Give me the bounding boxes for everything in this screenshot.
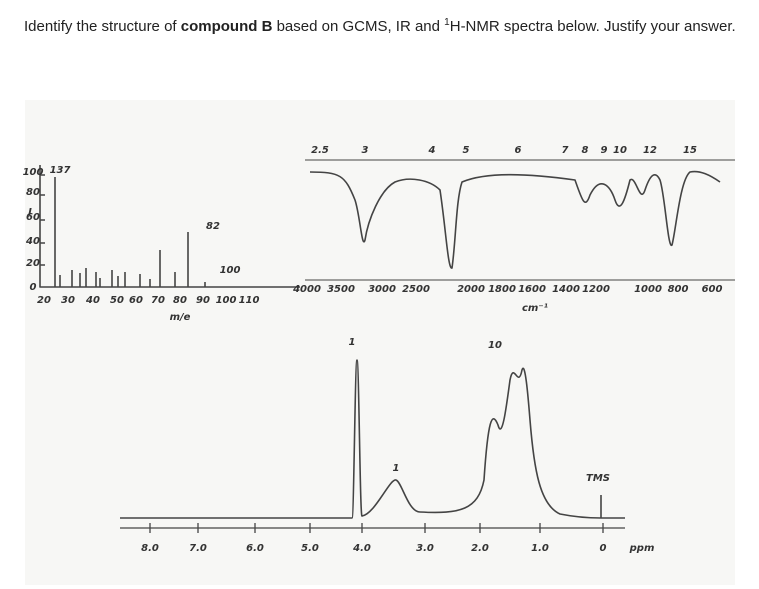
ppm-unit: ppm bbox=[629, 543, 655, 554]
ir-bottom-label: 1400 bbox=[552, 284, 580, 295]
question: Identify the structure of compound B bas… bbox=[24, 8, 744, 42]
ir-bottom-label: 1600 bbox=[518, 284, 546, 295]
ms-x-label: 40 bbox=[85, 295, 100, 306]
nmr-integration: 1 bbox=[393, 463, 400, 474]
ppm-label: 7.0 bbox=[189, 543, 207, 554]
question-bold: compound B bbox=[180, 18, 273, 35]
ms-x-label: 80 bbox=[173, 295, 187, 306]
ir-top-label: 4 bbox=[428, 145, 436, 156]
ms-x-label: 50 bbox=[110, 295, 124, 306]
ir-top-label: 6 bbox=[515, 145, 522, 156]
ppm-label: 3.0 bbox=[416, 543, 434, 554]
ir-bottom-label: 800 bbox=[668, 284, 689, 295]
ms-x-label: 30 bbox=[61, 295, 75, 306]
ir-top-label: 15 bbox=[683, 145, 697, 156]
nmr-integration: 1 bbox=[349, 337, 356, 348]
ppm-label: 0 bbox=[600, 543, 607, 554]
nmr-integration: 10 bbox=[488, 340, 502, 351]
ms-y-label: 20 bbox=[26, 258, 40, 269]
ir-trace bbox=[309, 170, 721, 269]
ppm-label: 8.0 bbox=[141, 543, 159, 554]
nmr-axis bbox=[120, 523, 625, 533]
ppm-label: 5.0 bbox=[301, 543, 319, 554]
ms-peak-label: 137 bbox=[50, 165, 71, 176]
ir-bottom-label: 2000 bbox=[457, 284, 485, 295]
ir-bottom-label: 1800 bbox=[488, 284, 516, 295]
ir-top-label: 2.5 bbox=[311, 145, 329, 156]
question-text: Identify the structure of bbox=[24, 18, 181, 35]
ms-y-label: 80 bbox=[26, 187, 40, 198]
ppm-label: 1.0 bbox=[531, 543, 549, 554]
ms-peaks bbox=[54, 177, 206, 287]
ms-x-label: 70 bbox=[151, 295, 165, 306]
ms-y-label: 60 bbox=[26, 212, 40, 223]
tms-label: TMS bbox=[586, 473, 610, 484]
ir-top-label: 5 bbox=[463, 145, 470, 156]
superscript: 1 bbox=[444, 17, 450, 28]
ir-bottom-label: 4000 bbox=[292, 284, 321, 295]
question-text: based on GCMS, IR and bbox=[272, 18, 445, 35]
ms-peak-label: 82 bbox=[206, 221, 220, 232]
ppm-label: 2.0 bbox=[471, 543, 489, 554]
ppm-label: 4.0 bbox=[352, 543, 371, 554]
ms-y-axis-label: I bbox=[28, 207, 32, 218]
ms-x-label: 100 bbox=[216, 295, 237, 306]
ir-frame bbox=[305, 159, 735, 281]
ir-bottom-label: 1000 bbox=[634, 284, 662, 295]
ir-top-label: 12 bbox=[643, 145, 657, 156]
ms-y-label: 40 bbox=[25, 236, 40, 247]
ms-x-axis-label: m/e bbox=[170, 312, 191, 323]
ir-top-label: 9 bbox=[601, 145, 608, 156]
ms-x-label: 60 bbox=[129, 295, 143, 306]
paper bbox=[25, 100, 735, 585]
ir-bottom-label: 3500 bbox=[327, 284, 355, 295]
question-text: H-NMR spectra below. Justify your answer… bbox=[449, 18, 736, 35]
ir-top-label: 7 bbox=[562, 145, 569, 156]
ms-y-label: 0 bbox=[30, 282, 37, 293]
ir-bottom-label: 600 bbox=[702, 284, 723, 295]
ir-bottom-label: 3000 bbox=[368, 284, 396, 295]
ir-bottom-label: 2500 bbox=[402, 284, 430, 295]
ir-top-label: 10 bbox=[613, 145, 627, 156]
ms-peak-label: 100 bbox=[220, 265, 241, 276]
ms-x-label: 110 bbox=[239, 295, 260, 306]
ms-axes bbox=[39, 165, 300, 288]
ir-top-label: 3 bbox=[362, 145, 369, 156]
ms-y-label: 100 bbox=[23, 167, 44, 178]
ir-unit: cm⁻¹ bbox=[522, 303, 548, 314]
ms-x-label: 20 bbox=[37, 295, 51, 306]
ir-bottom-label: 1200 bbox=[582, 284, 610, 295]
ir-top-label: 8 bbox=[582, 145, 589, 156]
nmr-trace bbox=[120, 359, 625, 519]
ppm-label: 6.0 bbox=[246, 543, 264, 554]
ms-x-label: 90 bbox=[196, 295, 210, 306]
